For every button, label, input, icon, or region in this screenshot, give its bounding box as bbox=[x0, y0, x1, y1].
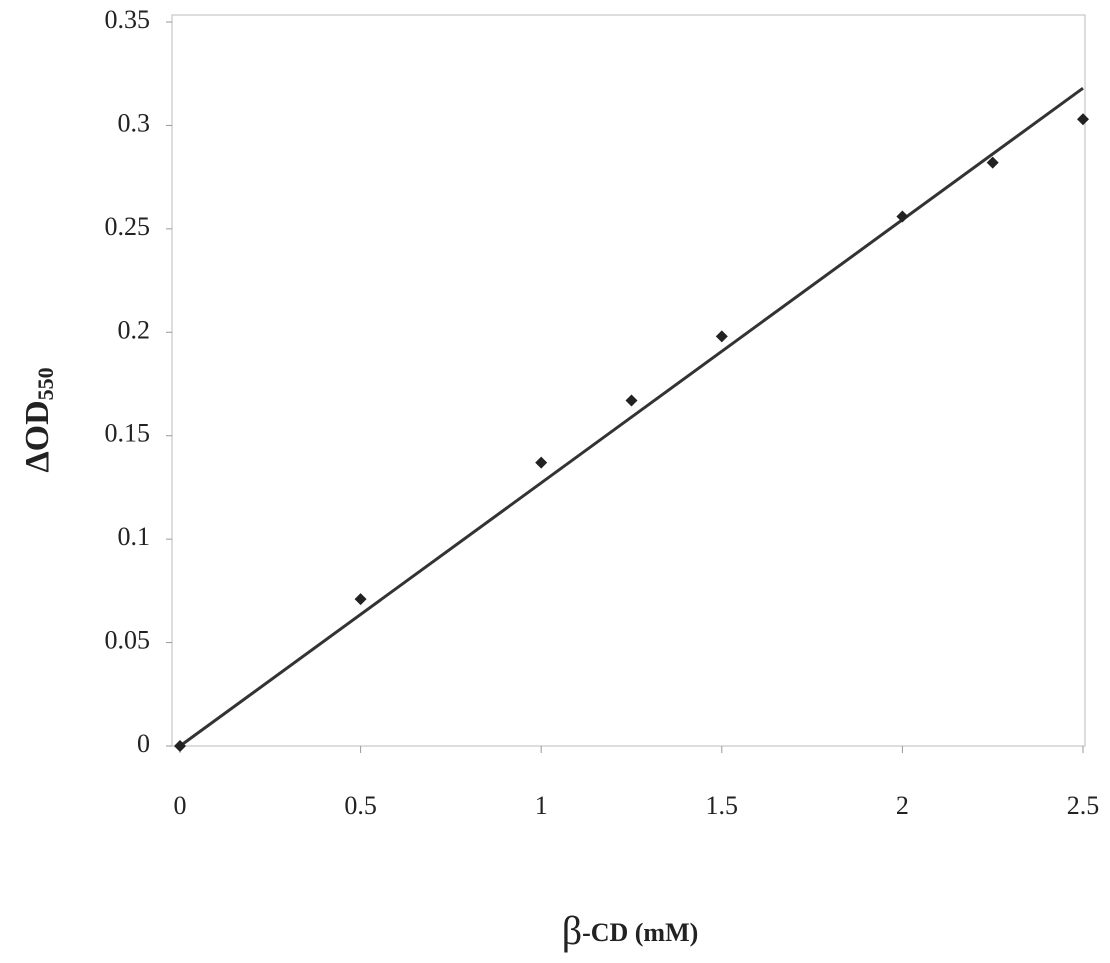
x-label-main: β bbox=[562, 908, 582, 953]
data-point bbox=[626, 395, 638, 407]
data-point bbox=[716, 330, 728, 342]
x-tick-label: 2.5 bbox=[1067, 791, 1100, 820]
trendline bbox=[180, 88, 1083, 746]
chart: ΔOD550 β-CD (mM) 0 0.05 0.1 0.15 0.2 0.25 0.3 0… bbox=[0, 0, 1110, 963]
data-point bbox=[535, 457, 547, 469]
y-tick-label: 0.05 bbox=[105, 626, 151, 655]
data-point bbox=[355, 593, 367, 605]
y-tick-label: 0.15 bbox=[105, 419, 151, 448]
y-tick-label: 0 bbox=[137, 729, 150, 758]
y-tick-label: 0.25 bbox=[105, 212, 151, 241]
x-tick-label: 1 bbox=[535, 791, 548, 820]
x-tick-label: 0.5 bbox=[344, 791, 377, 820]
y-label-sub: 550 bbox=[33, 367, 58, 400]
x-tick-label: 0 bbox=[174, 791, 187, 820]
x-tick-label: 2 bbox=[896, 791, 909, 820]
x-tick-label: 1.5 bbox=[706, 791, 739, 820]
y-tick-label: 0.35 bbox=[105, 5, 151, 34]
y-axis-label: ΔOD550 bbox=[19, 367, 58, 472]
plot-frame bbox=[172, 15, 1085, 746]
y-label-main: ΔOD bbox=[19, 400, 56, 472]
data-point bbox=[1077, 113, 1089, 125]
data-point bbox=[896, 210, 908, 222]
x-label-rest: -CD (mM) bbox=[582, 918, 698, 947]
x-axis-label: β-CD (mM) bbox=[562, 908, 699, 953]
y-tick-label: 0.3 bbox=[118, 108, 151, 137]
y-tick-label: 0.1 bbox=[118, 522, 151, 551]
y-tick-label: 0.2 bbox=[118, 315, 151, 344]
